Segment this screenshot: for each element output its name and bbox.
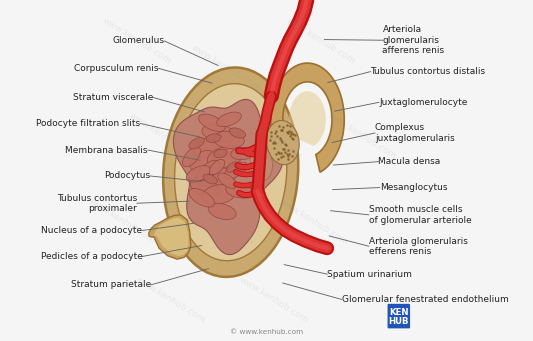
Polygon shape [173,100,283,255]
Text: Juxtaglomerulocyte: Juxtaglomerulocyte [379,98,467,107]
Text: Mesanglocytus: Mesanglocytus [379,183,447,192]
Text: www.kenhub.com: www.kenhub.com [237,275,310,325]
Text: Arteriola
glomerularis
afferens renis: Arteriola glomerularis afferens renis [383,25,445,55]
Text: Tubulus contortus
proximaler: Tubulus contortus proximaler [56,194,137,213]
Polygon shape [149,215,191,259]
Polygon shape [226,184,253,198]
Text: Membrana basalis: Membrana basalis [66,146,148,154]
Text: www.kenhub.com: www.kenhub.com [326,112,398,161]
Polygon shape [224,162,247,179]
Text: Complexus
juxtaglomerularis: Complexus juxtaglomerularis [375,123,455,143]
Polygon shape [227,162,238,172]
Text: www.kenhub.com: www.kenhub.com [101,16,173,66]
Polygon shape [216,112,241,127]
Text: © www.kenhub.com: © www.kenhub.com [230,329,303,335]
Polygon shape [206,134,221,142]
Text: Stratum parietale: Stratum parietale [71,280,151,289]
Ellipse shape [175,84,287,261]
FancyBboxPatch shape [387,304,410,328]
Text: Smooth muscle cells
of glomerular arteriole: Smooth muscle cells of glomerular arteri… [369,205,472,224]
Polygon shape [202,184,236,204]
Text: www.kenhub.com: www.kenhub.com [230,112,303,161]
Text: Spatium urinarium: Spatium urinarium [327,270,412,279]
Polygon shape [154,218,189,256]
Text: Arteriola glomerularis
efferens renis: Arteriola glomerularis efferens renis [369,237,467,256]
Polygon shape [209,160,225,175]
Ellipse shape [163,68,298,277]
Polygon shape [186,166,211,182]
Polygon shape [218,173,237,189]
Text: www.kenhub.com: www.kenhub.com [189,43,262,93]
Polygon shape [197,160,220,181]
Polygon shape [289,91,326,146]
Polygon shape [182,147,200,167]
Text: Stratum viscerale: Stratum viscerale [73,93,154,102]
Text: Podocyte filtration slits: Podocyte filtration slits [36,119,140,128]
Text: Podocytus: Podocytus [104,172,150,180]
Ellipse shape [266,120,299,165]
Polygon shape [195,168,236,187]
Polygon shape [203,174,217,184]
Text: www.kenhub.com: www.kenhub.com [87,197,159,247]
Text: www.kenhub.com: www.kenhub.com [128,112,200,161]
Text: Macula densa: Macula densa [378,157,441,166]
Ellipse shape [251,147,272,181]
Text: Glomerulus: Glomerulus [112,36,164,45]
Text: Tubulus contortus distalis: Tubulus contortus distalis [370,67,486,76]
Polygon shape [190,178,220,197]
Text: Glomerular fenestrated endothelium: Glomerular fenestrated endothelium [342,295,508,304]
Text: www.kenhub.com: www.kenhub.com [278,197,350,247]
Polygon shape [190,150,214,170]
Text: Corpusculum renis: Corpusculum renis [74,64,158,73]
Polygon shape [229,128,246,138]
Polygon shape [199,114,225,131]
Text: KEN: KEN [389,308,409,316]
Polygon shape [189,189,215,207]
Polygon shape [194,135,230,158]
Polygon shape [214,131,244,148]
Polygon shape [231,147,255,160]
Text: www.kenhub.com: www.kenhub.com [183,197,255,247]
Polygon shape [189,137,204,149]
Text: www.kenhub.com: www.kenhub.com [135,275,207,325]
Text: www.kenhub.com: www.kenhub.com [285,16,357,66]
Polygon shape [207,146,244,168]
Polygon shape [214,149,227,158]
Polygon shape [271,63,344,172]
Polygon shape [202,124,236,142]
Text: HUB: HUB [389,316,409,326]
Text: Pedicles of a podocyte: Pedicles of a podocyte [41,252,142,261]
Polygon shape [208,203,236,220]
Text: Nucleus of a podocyte: Nucleus of a podocyte [41,226,142,235]
